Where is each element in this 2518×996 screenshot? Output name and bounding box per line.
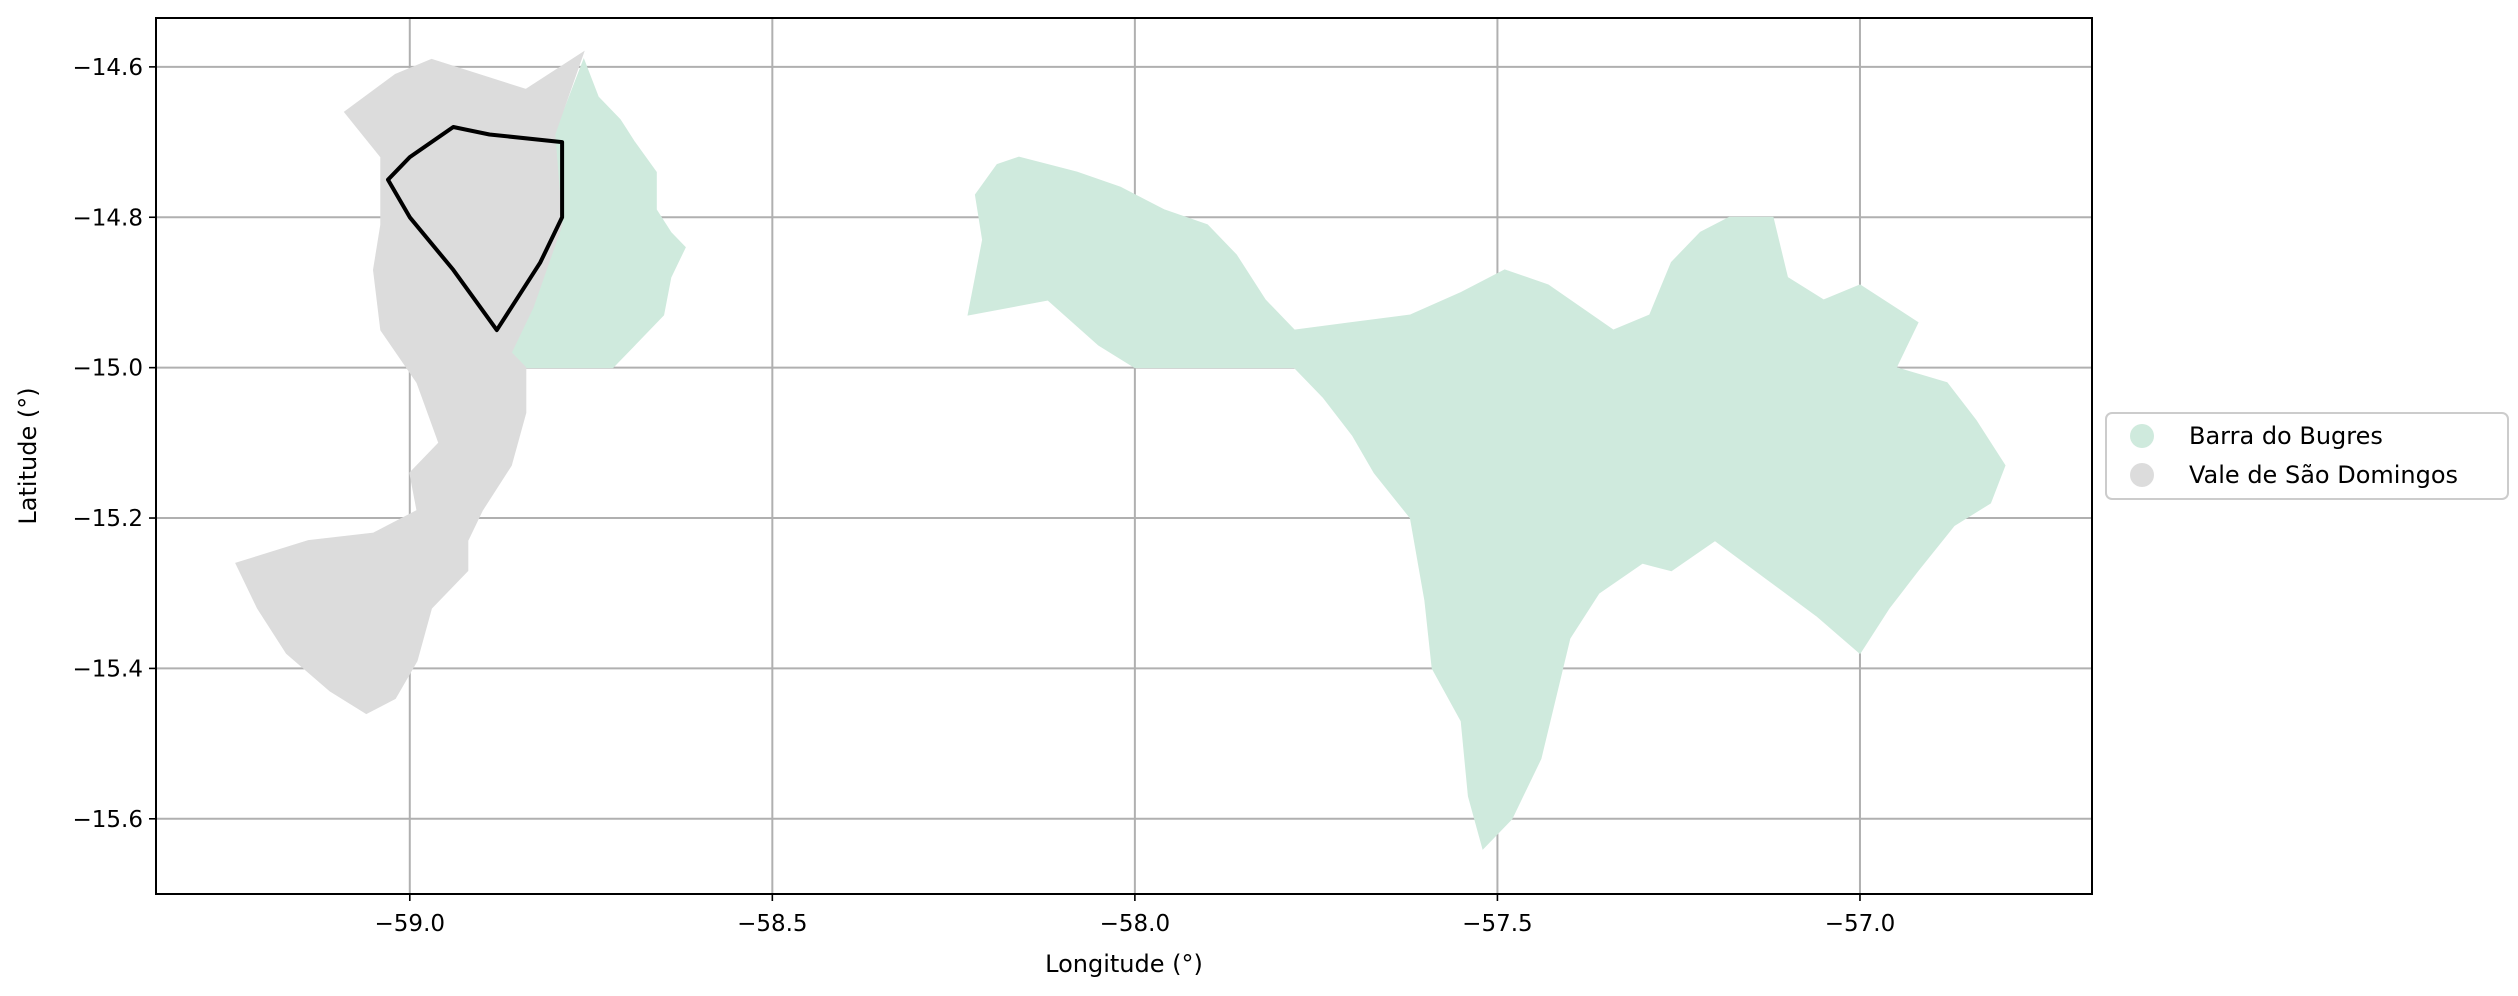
y-tick-label: −15.6 — [73, 807, 143, 833]
y-tick-label: −15.2 — [73, 506, 143, 532]
legend-marker-barra-do-bugres — [2130, 424, 2154, 448]
legend-label-vale-de-sao-domingos: Vale de São Domingos — [2189, 461, 2458, 489]
region-barra-do-bugres — [967, 156, 2006, 850]
plot-frame — [155, 17, 2093, 895]
x-tick-label: −57.5 — [1462, 911, 1532, 937]
x-tick-label: −58.5 — [737, 911, 807, 937]
x-tick-label: −57.0 — [1825, 911, 1895, 937]
legend-frame — [2105, 412, 2509, 500]
region-vale-de-sao-domingos — [235, 50, 585, 715]
ticks: −59.0 −58.5 −58.0 −57.5 −57.0 −14.6 −14.8 −15.0… — [73, 55, 1896, 937]
y-tick-label: −15.0 — [73, 356, 143, 382]
y-axis-label: Latitude (°) — [14, 387, 42, 524]
regions — [235, 50, 2006, 850]
legend-label-barra-do-bugres: Barra do Bugres — [2189, 422, 2383, 450]
y-tick-label: −15.4 — [73, 656, 143, 682]
x-tick-label: −58.0 — [1100, 911, 1170, 937]
x-tick-label: −59.0 — [375, 911, 445, 937]
outline-layer — [386, 125, 565, 333]
highlight-outline — [386, 125, 565, 333]
x-axis-label: Longitude (°) — [1045, 950, 1203, 978]
y-tick-label: −14.6 — [73, 55, 143, 81]
y-tick-label: −14.8 — [73, 205, 143, 231]
legend: Barra do Bugres Vale de São Domingos — [2105, 412, 2509, 500]
legend-marker-vale-de-sao-domingos — [2130, 463, 2154, 487]
